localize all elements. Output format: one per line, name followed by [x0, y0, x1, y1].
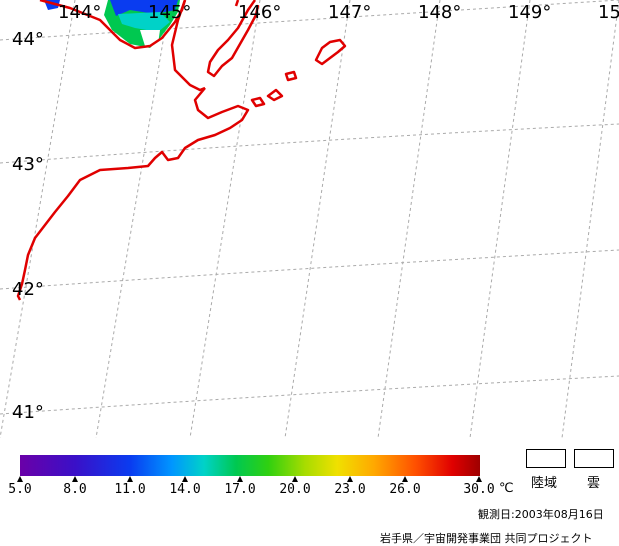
legend-tick-label: 11.0 — [114, 482, 146, 497]
legend-tick-label: 30.0 — [463, 482, 495, 497]
observation-date: 観測日:2003年08月16日 — [478, 508, 604, 521]
legend-tick — [347, 476, 353, 482]
legend-tick — [72, 476, 78, 482]
legend-tick — [292, 476, 298, 482]
lon-label-144: 144° — [58, 2, 101, 23]
lon-label-148: 148° — [418, 2, 461, 23]
lat-label-42: 42° — [12, 279, 44, 300]
legend-tick — [127, 476, 133, 482]
lon-label-145: 145° — [148, 2, 191, 23]
legend-tick-label: 5.0 — [8, 482, 32, 497]
cloud-swatch — [574, 449, 614, 468]
legend-tick — [182, 476, 188, 482]
legend-tick — [476, 476, 482, 482]
legend-tick-label: 17.0 — [224, 482, 256, 497]
land-label: 陸域 — [531, 476, 558, 491]
lon-label-147: 147° — [328, 2, 371, 23]
lon-label-150: 15 — [598, 2, 619, 23]
lat-label-43: 43° — [12, 154, 44, 175]
legend-tick — [402, 476, 408, 482]
lat-label-41: 41° — [12, 402, 44, 423]
legend-tick — [17, 476, 23, 482]
legend-tick-label: 23.0 — [334, 482, 366, 497]
temperature-color-scale — [20, 455, 480, 476]
land-swatch — [526, 449, 566, 468]
cloud-label: 雲 — [587, 476, 601, 491]
legend-tick-label: 14.0 — [169, 482, 201, 497]
coastline — [16, 0, 347, 301]
legend-tick-label: 20.0 — [279, 482, 311, 497]
legend-tick-label: 8.0 — [63, 482, 87, 497]
lon-label-146: 146° — [238, 2, 281, 23]
legend-tick-label: 26.0 — [389, 482, 421, 497]
lon-label-149: 149° — [508, 2, 551, 23]
lat-label-44: 44° — [12, 29, 44, 50]
temperature-unit: ℃ — [499, 481, 514, 496]
legend-tick — [237, 476, 243, 482]
sst-data-patch — [44, 0, 180, 48]
graticule — [0, 0, 619, 438]
credit-text: 岩手県／宇宙開発事業団 共同プロジェクト — [380, 532, 593, 545]
sst-map: 44° 43° 42° 41° 144° 145° 146° 147° 148°… — [0, 0, 619, 438]
